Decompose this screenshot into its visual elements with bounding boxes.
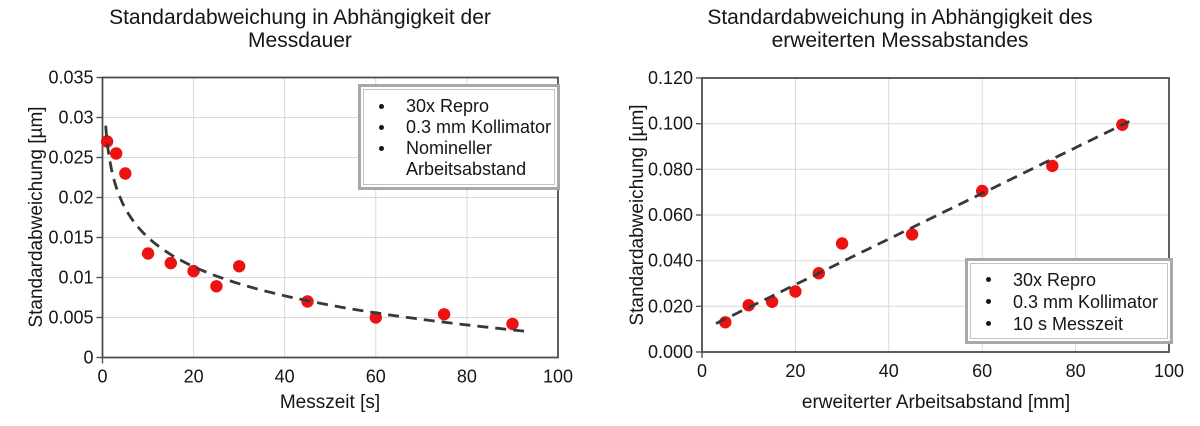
- data-point: [100, 135, 114, 148]
- y-tick-label: 0.035: [48, 68, 93, 88]
- chart-title-line-1: Standardabweichung in Abhängigkeit der: [109, 6, 491, 29]
- x-tick-label: 20: [184, 367, 204, 387]
- legend-item: 0.3 mm Kollimator: [371, 117, 553, 138]
- legend-box: 30x Repro 0.3 mm Kollimator 10 s Messzei…: [965, 258, 1173, 344]
- y-tick-label: 0.02: [58, 188, 93, 208]
- legend-item: 30x Repro: [978, 269, 1166, 291]
- x-tick-label: 80: [1066, 361, 1086, 381]
- data-point: [789, 285, 802, 298]
- trendline: [104, 125, 527, 333]
- x-tick-label: 0: [697, 361, 707, 381]
- legend-item: Nomineller Arbeitsabstand: [371, 138, 553, 180]
- data-point: [164, 256, 177, 270]
- chart-title-line-2: erweiterten Messabstandes: [771, 29, 1029, 52]
- chart-messabstand: Standardabweichung in Abhängigkeit des e…: [600, 0, 1200, 426]
- y-tick-label: 0: [83, 348, 93, 368]
- legend-item: 0.3 mm Kollimator: [978, 291, 1166, 313]
- y-tick-label: 0.01: [58, 268, 93, 288]
- legend-bullet-icon: [379, 146, 384, 151]
- legend-bullet-icon: [379, 104, 384, 109]
- legend-item-label: Nomineller Arbeitsabstand: [406, 138, 527, 179]
- data-point: [506, 317, 519, 331]
- legend-bullet-icon: [986, 321, 991, 326]
- x-tick-label: 80: [457, 367, 477, 387]
- y-tick-label: 0.060: [648, 205, 693, 225]
- legend-bullet-icon: [986, 299, 991, 304]
- x-tick-label: 0: [97, 367, 107, 387]
- plot-area: 0.000 0.020 0.040 0.060 0.080 0.100 0.120 0 20 40…: [648, 68, 1184, 381]
- legend-item: 30x Repro: [371, 96, 553, 117]
- y-tick-label: 0.000: [648, 342, 693, 362]
- y-tick-label: 0.015: [48, 228, 93, 248]
- legend-item-label: 10 s Messzeit: [1013, 314, 1124, 334]
- data-point: [110, 147, 123, 160]
- y-tick-label: 0.040: [648, 251, 693, 271]
- data-point: [905, 228, 919, 241]
- legend-item-label: 30x Repro: [1013, 270, 1097, 290]
- y-tick-label: 0.03: [58, 108, 93, 128]
- legend-bullet-icon: [986, 277, 991, 282]
- legend-item-label: 30x Repro: [406, 96, 490, 116]
- data-point: [1046, 159, 1059, 173]
- data-point: [187, 264, 200, 278]
- data-point: [141, 247, 155, 260]
- x-tick-label: 20: [785, 361, 805, 381]
- chart-title: Standardabweichung in Abhängigkeit des e…: [600, 6, 1200, 52]
- data-point: [119, 167, 132, 180]
- legend-bullet-icon: [379, 125, 384, 130]
- x-tick-label: 40: [275, 367, 295, 387]
- y-tick-label: 0.100: [648, 114, 693, 134]
- legend-box: 30x Repro 0.3 mm Kollimator Nomineller A…: [358, 84, 560, 190]
- plot-border: [101, 76, 559, 359]
- x-tick-label: 60: [972, 361, 992, 381]
- y-tick-label: 0.025: [48, 148, 93, 168]
- data-point: [437, 308, 451, 321]
- chart-title-line-1: Standardabweichung in Abhängigkeit des: [707, 6, 1093, 29]
- legend-item: 10 s Messzeit: [978, 313, 1166, 335]
- x-axis-title: Messzeit [s]: [279, 392, 381, 413]
- chart-title-line-2: Messdauer: [248, 29, 352, 52]
- y-tick-label: 0.020: [648, 296, 693, 316]
- x-axis-title: erweiterter Arbeitsabstand [mm]: [801, 392, 1071, 413]
- y-tick-label: 0.080: [648, 159, 693, 179]
- data-point: [233, 260, 246, 273]
- y-tick-label: 0.120: [648, 68, 693, 88]
- plot-area: 0 0.005 0.01 0.015 0.02 0.025 0.03 0.035 0 20 40 60…: [48, 68, 573, 387]
- data-point: [742, 299, 755, 312]
- trendline: [715, 120, 1130, 325]
- data-point: [210, 280, 223, 293]
- x-tick-label: 60: [366, 367, 386, 387]
- chart-title: Standardabweichung in Abhängigkeit der M…: [0, 6, 600, 52]
- x-tick-label: 100: [543, 367, 573, 387]
- legend-item-label: 0.3 mm Kollimator: [406, 117, 552, 137]
- data-point: [835, 237, 849, 250]
- x-tick-label: 100: [1154, 361, 1184, 381]
- chart-messdauer: Standardabweichung in Abhängigkeit der M…: [0, 6, 600, 413]
- y-tick-label: 0.005: [48, 308, 93, 328]
- legend-item-label: 0.3 mm Kollimator: [1013, 292, 1159, 312]
- x-tick-label: 40: [879, 361, 899, 381]
